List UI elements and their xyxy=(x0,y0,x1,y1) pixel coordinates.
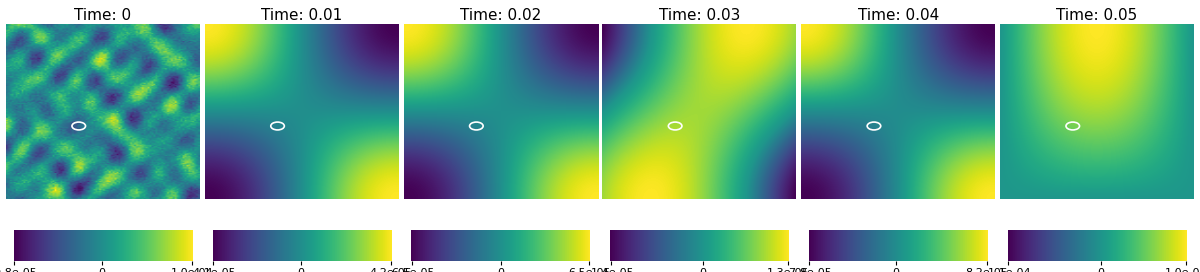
Title: Time: 0.01: Time: 0.01 xyxy=(262,8,342,23)
Title: Time: 0: Time: 0 xyxy=(74,8,132,23)
Title: Time: 0.05: Time: 0.05 xyxy=(1056,8,1138,23)
Title: Time: 0.04: Time: 0.04 xyxy=(858,8,938,23)
Title: Time: 0.03: Time: 0.03 xyxy=(659,8,740,23)
Title: Time: 0.02: Time: 0.02 xyxy=(460,8,541,23)
